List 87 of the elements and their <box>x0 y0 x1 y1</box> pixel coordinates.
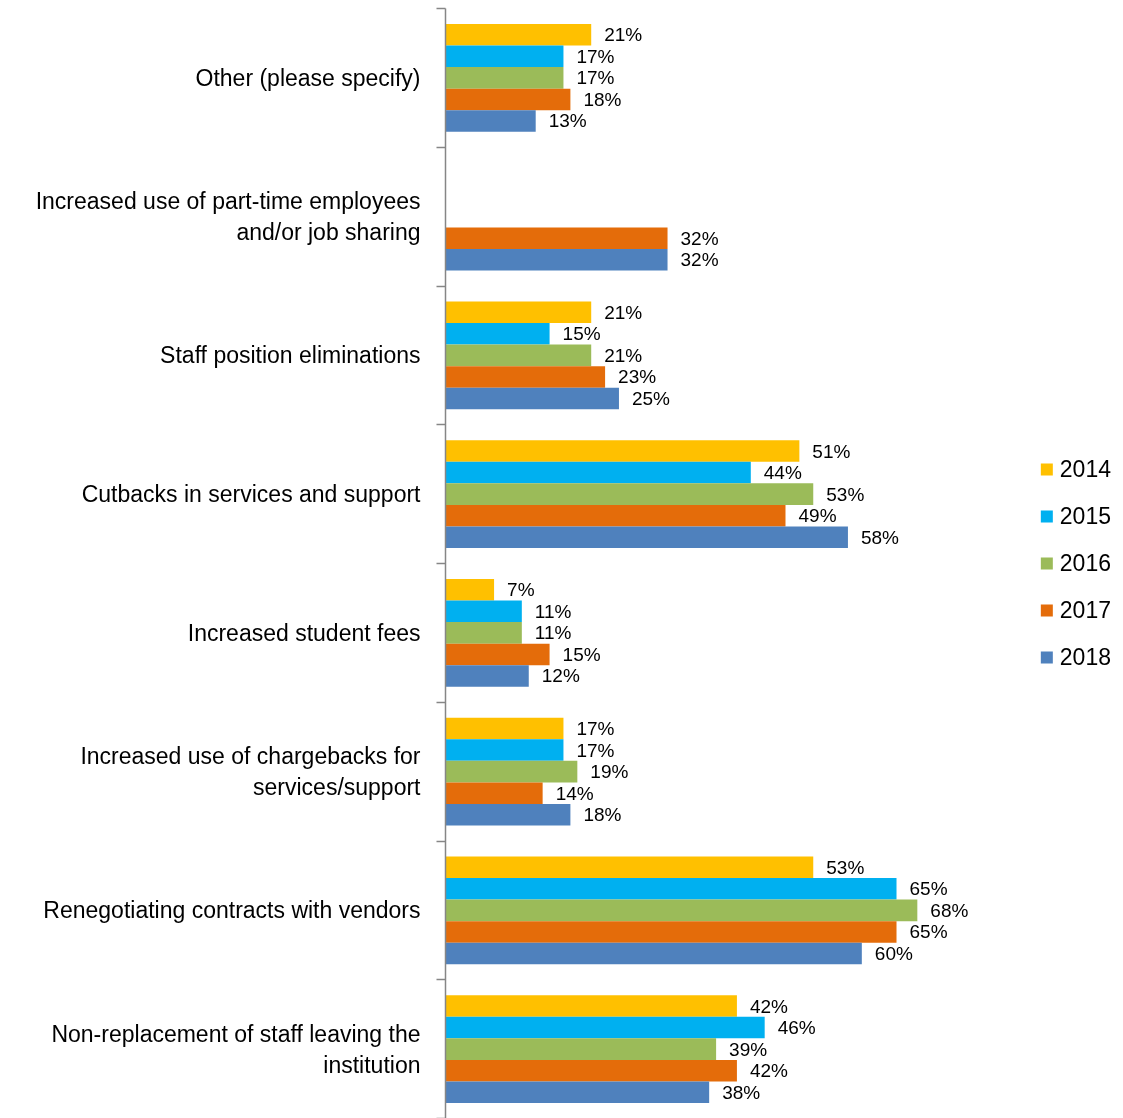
bar <box>445 899 918 922</box>
bar <box>445 1059 737 1082</box>
data-label: 32% <box>680 249 719 271</box>
bar <box>445 622 522 644</box>
y-tick-label: Other (please specify) <box>195 64 421 91</box>
bar <box>445 878 897 900</box>
y-tick-label: Non-replacement of staff leaving the institution <box>51 1020 421 1078</box>
data-label: 39% <box>729 1038 768 1060</box>
bar <box>445 579 495 601</box>
bar <box>445 248 668 271</box>
bar <box>445 110 536 132</box>
bar <box>445 995 737 1017</box>
data-label: 12% <box>541 665 580 687</box>
bar <box>445 323 550 345</box>
data-label: 18% <box>583 88 622 110</box>
data-label: 42% <box>749 995 789 1017</box>
bar <box>445 24 592 46</box>
data-label: 25% <box>631 387 671 409</box>
bar <box>445 782 543 804</box>
bar <box>445 665 529 687</box>
data-label: 53% <box>826 483 865 505</box>
data-label: 60% <box>874 942 913 964</box>
data-label: 21% <box>604 344 643 366</box>
data-label: 17% <box>576 718 615 740</box>
bar <box>445 526 848 548</box>
bar <box>445 856 814 879</box>
legend-label: 2015 <box>1059 502 1111 530</box>
bar <box>445 67 564 89</box>
bar <box>445 88 571 111</box>
data-label: 53% <box>826 856 865 878</box>
data-label: 19% <box>590 761 629 783</box>
bar <box>445 227 668 249</box>
data-label: 17% <box>576 45 615 67</box>
data-label: 15% <box>562 323 601 345</box>
bar <box>445 45 564 68</box>
data-label: 68% <box>930 899 969 921</box>
data-label: 21% <box>604 24 643 46</box>
data-label: 13% <box>548 110 587 132</box>
bar <box>445 301 592 324</box>
legend-label: 2016 <box>1059 549 1111 577</box>
bar <box>445 504 786 527</box>
y-tick-label: Increased use of part-time employees and/or job sharing <box>35 188 421 246</box>
bar <box>445 942 862 965</box>
data-label: 21% <box>604 301 643 323</box>
data-label: 15% <box>562 643 601 665</box>
bar <box>445 1038 717 1060</box>
legend-label: 2014 <box>1059 455 1111 483</box>
legend-label: 2018 <box>1059 643 1111 671</box>
data-label: 44% <box>763 462 802 484</box>
data-label: 42% <box>749 1060 789 1082</box>
bar <box>445 344 592 367</box>
bar <box>445 760 578 783</box>
bar <box>445 600 522 623</box>
data-label: 38% <box>722 1081 761 1103</box>
data-label: 65% <box>909 878 948 900</box>
data-label: 32% <box>680 227 719 249</box>
y-tick-label: Staff position eliminations <box>160 342 421 369</box>
data-label: 51% <box>812 440 851 462</box>
bar <box>445 483 814 505</box>
bar <box>445 366 606 388</box>
y-tick-label: Increased use of chargebacks for services/support <box>80 743 422 801</box>
data-label: 58% <box>860 526 900 548</box>
data-label: 11% <box>534 622 572 644</box>
y-tick-label: Increased student fees <box>187 619 421 646</box>
bar <box>445 643 550 666</box>
y-tick-label: Renegotiating contracts with vendors <box>43 897 421 924</box>
data-label: 7% <box>507 579 535 601</box>
bar <box>445 440 800 462</box>
data-label: 14% <box>555 782 594 804</box>
y-tick-label: Cutbacks in services and support <box>81 481 422 508</box>
data-label: 23% <box>618 366 657 388</box>
bar <box>445 461 751 484</box>
bar <box>445 387 619 410</box>
data-label: 46% <box>777 1017 816 1039</box>
data-label: 49% <box>798 505 837 527</box>
legend-label: 2017 <box>1059 596 1111 624</box>
data-label: 17% <box>576 739 615 761</box>
data-label: 65% <box>909 921 948 943</box>
data-label: 11% <box>534 600 572 622</box>
bar <box>445 921 897 943</box>
data-label: 18% <box>583 804 622 826</box>
bar <box>445 803 571 826</box>
bar <box>445 1016 765 1039</box>
bar <box>445 739 564 761</box>
bar <box>445 1081 710 1103</box>
data-label: 17% <box>576 67 615 89</box>
bar <box>445 717 564 740</box>
